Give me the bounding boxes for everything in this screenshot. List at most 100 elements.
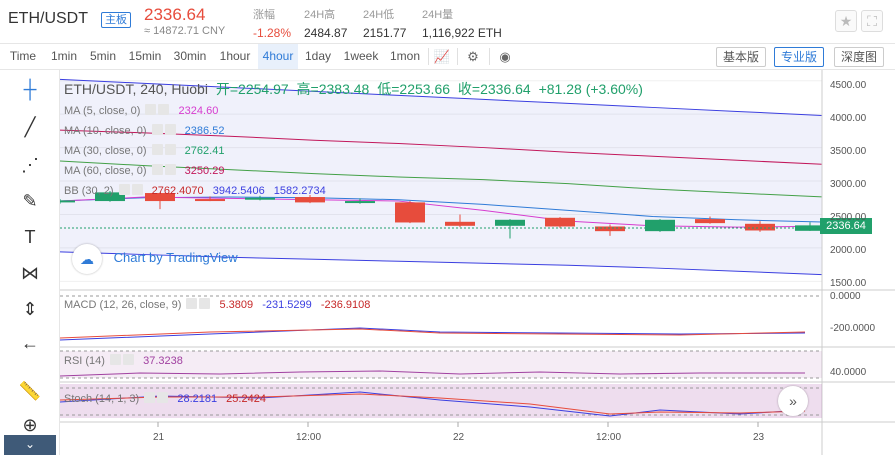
depth-chart-button[interactable]: 深度图 — [834, 47, 885, 67]
settings-gear-icon[interactable] — [144, 392, 156, 403]
close-icon[interactable] — [164, 144, 176, 155]
interval-30min[interactable]: 30min — [173, 49, 207, 63]
time-label: 12:00 — [296, 432, 322, 443]
close-icon[interactable] — [131, 184, 143, 195]
open-value: 2254.97 — [238, 81, 289, 97]
candle-body[interactable] — [345, 201, 375, 204]
stat-volume: 24H量 1,116,922 ETH — [422, 9, 502, 40]
stat-change: 涨幅 -1.28% — [253, 9, 292, 40]
macd-tick: -200.0000 — [830, 323, 876, 334]
tradingview-watermark[interactable]: ☁ Chart by TradingView — [72, 244, 238, 274]
last-price: 2336.64 — [144, 5, 206, 24]
candle-body[interactable] — [645, 219, 675, 232]
trend-line-icon[interactable]: ╱ — [24, 117, 36, 137]
chart-canvas[interactable] — [60, 70, 895, 455]
ma5-legend[interactable]: MA (5, close, 0) 2324.60 — [64, 104, 219, 117]
price-tick: 4500.00 — [830, 80, 867, 91]
brush-icon[interactable]: ✎ — [22, 191, 38, 211]
candle-body[interactable] — [295, 197, 325, 203]
chart-type-icon[interactable]: 📈 — [433, 49, 451, 64]
interval-1min[interactable]: 1min — [50, 49, 77, 63]
close-icon[interactable] — [199, 298, 211, 309]
symbol-label[interactable]: ETH/USDT, 240, Huobi — [64, 81, 208, 97]
settings-gear-icon[interactable]: ⚙ — [467, 49, 479, 64]
close-icon[interactable] — [164, 124, 176, 135]
ma10-legend[interactable]: MA (10, close, 0) 2386.52 — [64, 124, 225, 137]
zoom-in-icon[interactable]: ⊕ — [22, 415, 38, 435]
divider — [428, 48, 429, 65]
low-value: 2253.66 — [399, 81, 451, 97]
candle-body[interactable] — [60, 200, 75, 203]
crosshair-icon[interactable]: ┼ — [23, 79, 37, 99]
back-arrow-icon[interactable]: ← — [21, 333, 39, 353]
close-icon[interactable] — [123, 354, 135, 365]
divider — [489, 48, 490, 65]
candle-body[interactable] — [695, 219, 725, 224]
ruler-icon[interactable]: 📏 — [18, 381, 42, 401]
time-label: 23 — [753, 432, 765, 443]
candle-body[interactable] — [395, 202, 425, 223]
high-value: 2383.48 — [318, 81, 370, 97]
measure-icon[interactable]: ⇕ — [22, 299, 38, 319]
pattern-icon[interactable]: ⋈ — [21, 263, 39, 283]
ma30-line — [60, 160, 823, 198]
divider — [457, 48, 458, 65]
stoch-legend[interactable]: Stoch (14, 1, 3) 28.2181 25.2424 — [64, 392, 266, 405]
interval-1week[interactable]: 1week — [343, 49, 379, 63]
basic-view-button[interactable]: 基本版 — [716, 47, 767, 67]
interval-5min[interactable]: 5min — [89, 49, 116, 63]
time-label: 12:00 — [596, 432, 622, 443]
close-icon[interactable] — [158, 104, 170, 115]
interval-1day[interactable]: 1day — [304, 49, 332, 63]
chart-title: ETH/USDT, 240, Huobi 开=2254.97 高=2383.48… — [64, 81, 643, 97]
ma60-legend[interactable]: MA (60, close, 0) 3250.29 — [64, 164, 225, 177]
interval-1hour[interactable]: 1hour — [219, 49, 251, 63]
bollinger-lower-line — [60, 251, 823, 276]
settings-gear-icon[interactable] — [151, 164, 163, 175]
close-icon[interactable] — [164, 164, 176, 175]
text-tool-icon[interactable]: T — [24, 227, 36, 247]
interval-15min[interactable]: 15min — [128, 49, 162, 63]
price-chart[interactable]: ETH/USDT, 240, Huobi 开=2254.97 高=2383.48… — [60, 70, 895, 455]
last-price-tag: 2336.64 — [820, 218, 872, 234]
candle-body[interactable] — [195, 199, 225, 202]
candle-body[interactable] — [545, 217, 575, 227]
interval-time[interactable]: Time — [9, 49, 37, 63]
candle-body[interactable] — [145, 193, 175, 202]
candle-body[interactable] — [245, 197, 275, 200]
pro-view-button[interactable]: 专业版 — [774, 47, 825, 67]
candle-body[interactable] — [595, 226, 625, 232]
price-tick: 3000.00 — [830, 179, 867, 190]
fullscreen-icon[interactable]: ⛶ — [861, 10, 883, 32]
bb-legend[interactable]: BB (30, 2) 2762.4070 3942.5406 1582.2734 — [64, 184, 326, 197]
screenshot-icon[interactable]: ◉ — [499, 49, 511, 64]
macd-legend[interactable]: MACD (12, 26, close, 9) 5.3809 -231.5299… — [64, 298, 371, 311]
interval-1mon[interactable]: 1mon — [389, 49, 421, 63]
rsi-tick: 40.0000 — [830, 367, 867, 378]
volume-value: 1,116,922 ETH — [422, 26, 502, 40]
tradingview-logo-icon: ☁ — [72, 244, 102, 274]
bollinger-band-fill — [60, 79, 822, 275]
pair-name[interactable]: ETH/USDT — [8, 10, 88, 27]
close-icon[interactable] — [157, 392, 169, 403]
interval-4hour[interactable]: 4hour — [258, 44, 298, 69]
candle-body[interactable] — [445, 221, 475, 226]
candle-body[interactable] — [495, 219, 525, 226]
collapse-chevron-icon[interactable]: ⌄ — [4, 435, 56, 455]
settings-gear-icon[interactable] — [151, 144, 163, 155]
rsi-legend[interactable]: RSI (14) 37.3238 — [64, 354, 183, 367]
low-value: 2151.77 — [363, 26, 407, 40]
candle-body[interactable] — [745, 223, 775, 231]
cny-price: ≈ 14872.71 CNY — [144, 25, 226, 37]
settings-gear-icon[interactable] — [118, 184, 130, 195]
candle-body[interactable] — [95, 192, 125, 202]
fib-lines-icon[interactable]: ⋰ — [21, 155, 39, 175]
settings-gear-icon[interactable] — [110, 354, 122, 365]
settings-gear-icon[interactable] — [151, 124, 163, 135]
favorite-star-icon[interactable]: ★ — [835, 10, 857, 32]
scroll-to-latest-icon[interactable]: » — [778, 386, 808, 416]
settings-gear-icon[interactable] — [186, 298, 198, 309]
settings-gear-icon[interactable] — [145, 104, 157, 115]
ma30-legend[interactable]: MA (30, close, 0) 2762.41 — [64, 144, 225, 157]
